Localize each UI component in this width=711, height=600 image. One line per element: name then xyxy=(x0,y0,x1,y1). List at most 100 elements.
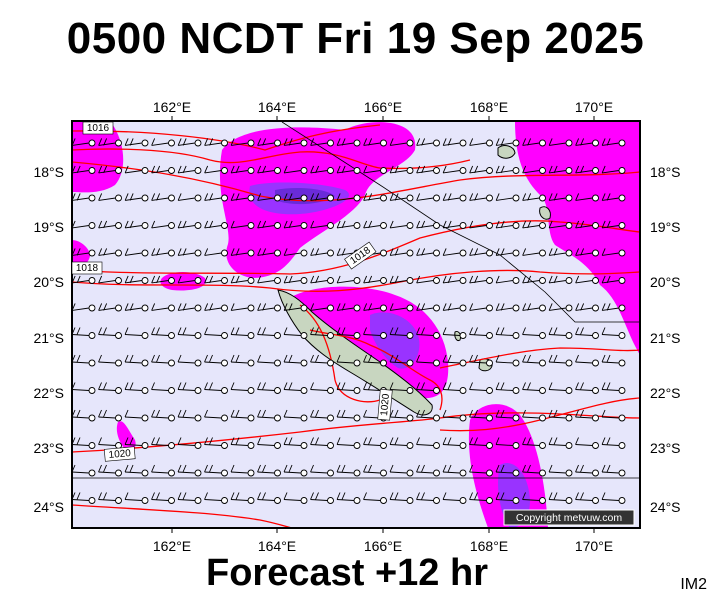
longitude-ticks-bottom: 162°E 164°E 166°E 168°E 170°E xyxy=(153,538,613,554)
wind-barb xyxy=(522,492,546,504)
wind-barb xyxy=(124,409,149,422)
wind-barb xyxy=(575,354,599,367)
wind-barb xyxy=(283,138,308,147)
wind-barb xyxy=(416,327,440,339)
wind-barb xyxy=(151,275,175,284)
wind-barb xyxy=(469,409,493,422)
wind-barb xyxy=(495,382,520,394)
wind-barb xyxy=(363,165,387,174)
wind-barb xyxy=(98,220,122,229)
wind-barb xyxy=(283,275,308,284)
wind-barb xyxy=(469,220,493,229)
wind-barb xyxy=(469,382,493,394)
wind-barb xyxy=(522,382,546,394)
wind-barb xyxy=(177,220,202,229)
lon-tick-label: 168°E xyxy=(470,99,508,115)
wind-barb xyxy=(230,303,255,312)
wind-barb xyxy=(124,165,149,174)
wind-barb xyxy=(124,437,149,449)
isobar-label: 1020 xyxy=(103,446,136,462)
lat-tick-label: 23°S xyxy=(33,440,64,456)
wind-barb xyxy=(442,464,467,477)
wind-barb xyxy=(124,354,149,367)
wind-barb xyxy=(495,437,520,449)
wind-barb xyxy=(310,138,334,147)
wind-barb xyxy=(522,303,546,312)
wind-barb xyxy=(204,248,228,257)
wind-barb xyxy=(389,193,414,202)
wind-barb xyxy=(151,220,175,229)
wind-barb xyxy=(601,275,626,284)
wind-barb xyxy=(469,248,493,257)
wind-barb xyxy=(151,165,175,174)
lon-tick-label: 166°E xyxy=(364,99,402,115)
wind-barb xyxy=(416,437,440,449)
wind-barb xyxy=(98,409,122,422)
wind-barb xyxy=(363,354,387,367)
wind-barb xyxy=(283,354,308,367)
wind-barb xyxy=(177,303,202,312)
wind-barb xyxy=(310,220,334,229)
wind-barb xyxy=(283,409,308,422)
copyright-box: Copyright metvuw.com xyxy=(503,509,635,526)
wind-barb xyxy=(522,248,546,257)
isobar-line xyxy=(72,161,640,202)
wind-barb xyxy=(336,409,361,422)
wind-barb xyxy=(151,382,175,394)
latitude-ticks-left: 18°S 19°S 20°S 21°S 22°S 23°S 24°S xyxy=(33,164,64,515)
wind-barb xyxy=(98,354,122,367)
wind-barb xyxy=(575,492,599,504)
wind-barb xyxy=(72,138,96,147)
wind-barb xyxy=(257,303,281,312)
lon-tick-label: 162°E xyxy=(153,99,191,115)
lon-tick-label: 164°E xyxy=(258,538,296,554)
wind-barb xyxy=(548,275,573,284)
wind-barb xyxy=(548,492,573,504)
wind-barb xyxy=(124,193,149,202)
lon-tick-label: 168°E xyxy=(470,538,508,554)
wind-barb xyxy=(363,437,387,449)
wind-barb xyxy=(416,193,440,202)
wind-barb xyxy=(442,165,467,174)
wind-barb xyxy=(124,275,149,284)
wind-barb xyxy=(442,220,467,229)
forecast-label: Forecast +12 hr xyxy=(206,552,488,594)
wind-barb xyxy=(124,248,149,257)
wind-barb xyxy=(416,303,440,312)
wind-barb xyxy=(389,303,414,312)
wind-barb xyxy=(151,138,175,147)
wind-barb xyxy=(363,220,387,229)
wind-barb xyxy=(283,303,308,312)
wind-barb xyxy=(469,303,493,312)
wind-barb xyxy=(389,220,414,229)
wind-barb xyxy=(310,437,334,449)
wind-barb xyxy=(151,437,175,449)
isobar-line xyxy=(72,269,640,292)
wind-barb xyxy=(98,327,122,339)
wind-barb xyxy=(310,248,334,257)
lat-tick-label: 22°S xyxy=(33,385,64,401)
wind-barb xyxy=(204,138,228,147)
wind-barb xyxy=(469,437,493,449)
wind-barb xyxy=(522,464,546,477)
wind-barb xyxy=(283,165,308,174)
wind-barb xyxy=(575,409,599,422)
wind-barb xyxy=(230,354,255,367)
wind-barb xyxy=(548,327,573,339)
wind-barb xyxy=(548,382,573,394)
wind-barb xyxy=(389,437,414,449)
wind-barb xyxy=(98,382,122,394)
map-frame xyxy=(71,120,641,529)
isobars xyxy=(72,124,640,528)
wind-barb xyxy=(601,138,626,147)
wind-barb xyxy=(548,437,573,449)
wind-barb xyxy=(124,492,149,504)
wind-barb xyxy=(204,464,228,477)
wind-barb xyxy=(336,303,361,312)
wind-barb xyxy=(363,275,387,284)
wind-barb xyxy=(548,138,573,147)
wind-barb xyxy=(336,193,361,202)
wind-barb xyxy=(469,464,493,477)
wind-barb xyxy=(548,165,573,174)
wind-barb xyxy=(363,193,387,202)
